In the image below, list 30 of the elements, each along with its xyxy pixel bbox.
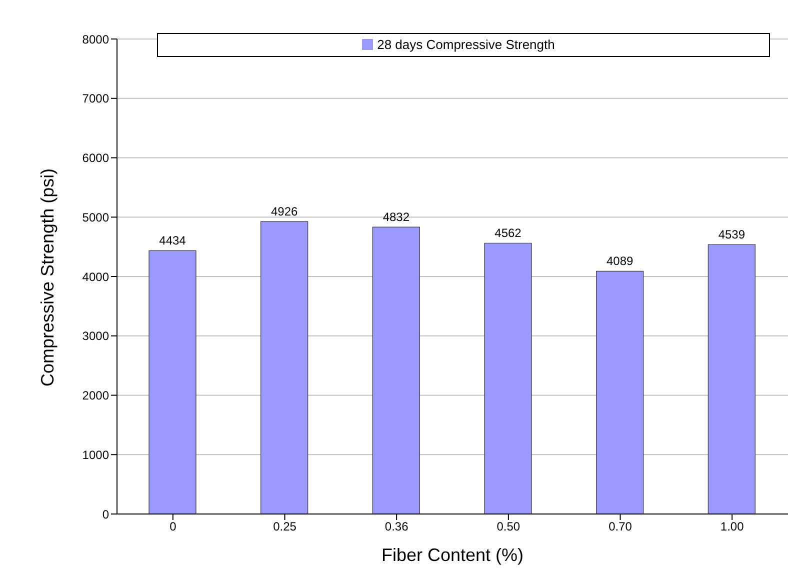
y-tick-label: 5000 bbox=[82, 210, 110, 224]
bar bbox=[708, 244, 756, 514]
y-tick-label: 6000 bbox=[82, 151, 110, 166]
x-axis-title: Fiber Content (%) bbox=[381, 545, 524, 565]
x-tick-label: 0.36 bbox=[384, 520, 409, 534]
data-label: 4434 bbox=[159, 234, 186, 248]
data-label: 4089 bbox=[606, 254, 634, 268]
x-tick-label: 0 bbox=[170, 520, 177, 534]
y-tick-label: 1000 bbox=[82, 448, 110, 462]
y-tick-label: 3000 bbox=[82, 329, 110, 344]
y-tick-label: 8000 bbox=[82, 32, 110, 46]
data-label: 4539 bbox=[718, 227, 746, 242]
y-tick-label: 4000 bbox=[82, 270, 110, 284]
bar bbox=[596, 270, 644, 514]
data-label: 4562 bbox=[494, 226, 522, 240]
bar bbox=[148, 250, 196, 514]
x-tick-label: 0.70 bbox=[608, 520, 632, 534]
x-tick-label: 1.00 bbox=[720, 520, 744, 534]
x-tick-label: 0.50 bbox=[496, 520, 520, 534]
data-label: 4832 bbox=[382, 210, 410, 224]
x-tick-label: 0.25 bbox=[273, 520, 297, 534]
y-tick-label: 2000 bbox=[82, 388, 110, 403]
y-axis-title: Compressive Strength (psi) bbox=[37, 168, 58, 386]
data-label: 4926 bbox=[270, 204, 298, 219]
bar bbox=[484, 242, 532, 514]
bar bbox=[260, 221, 308, 514]
y-tick-label: 7000 bbox=[82, 92, 110, 106]
bar bbox=[372, 226, 420, 514]
y-tick-label: 0 bbox=[102, 507, 110, 522]
legend-label: 28 days Compressive Strength bbox=[377, 37, 555, 52]
